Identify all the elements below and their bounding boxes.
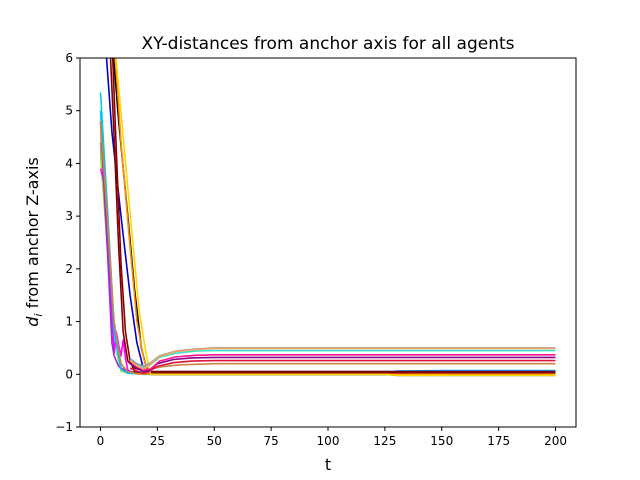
y-axis: −1 0 1 2 3 4 5 6: [55, 51, 80, 434]
y-tick-label: 1: [65, 315, 73, 329]
y-axis-label: di from anchor Z-axis: [23, 157, 45, 326]
x-axis: 0 25 50 75 100 125 150 175 200: [97, 427, 567, 448]
series-line-12: [114, 58, 556, 376]
x-tick-label: 175: [487, 434, 510, 448]
y-tick-label: 0: [65, 367, 73, 381]
x-tick-label: 0: [97, 434, 105, 448]
x-axis-label: t: [325, 455, 331, 474]
y-tick-label: 5: [65, 104, 73, 118]
y-tick-label: 4: [65, 156, 73, 170]
series-layer: [99, 58, 556, 377]
series-line-14: [99, 121, 556, 376]
x-tick-label: 150: [430, 434, 453, 448]
y-axis-label-main: d: [23, 316, 42, 327]
series-line-15: [129, 359, 556, 375]
y-tick-label: −1: [55, 420, 73, 434]
y-axis-label-rest: from anchor Z-axis: [23, 157, 42, 313]
series-line-20: [129, 347, 556, 370]
y-tick-label: 3: [65, 209, 73, 223]
x-tick-label: 25: [150, 434, 165, 448]
x-tick-label: 100: [317, 434, 340, 448]
x-tick-label: 50: [207, 434, 222, 448]
chart-title: XY-distances from anchor axis for all ag…: [142, 34, 515, 54]
x-tick-label: 125: [373, 434, 396, 448]
x-tick-label: 200: [544, 434, 567, 448]
y-tick-label: 6: [65, 51, 73, 65]
series-line-13: [115, 58, 556, 377]
y-axis-label-subscript: i: [32, 314, 45, 317]
x-tick-label: 75: [263, 434, 278, 448]
y-tick-label: 2: [65, 262, 73, 276]
